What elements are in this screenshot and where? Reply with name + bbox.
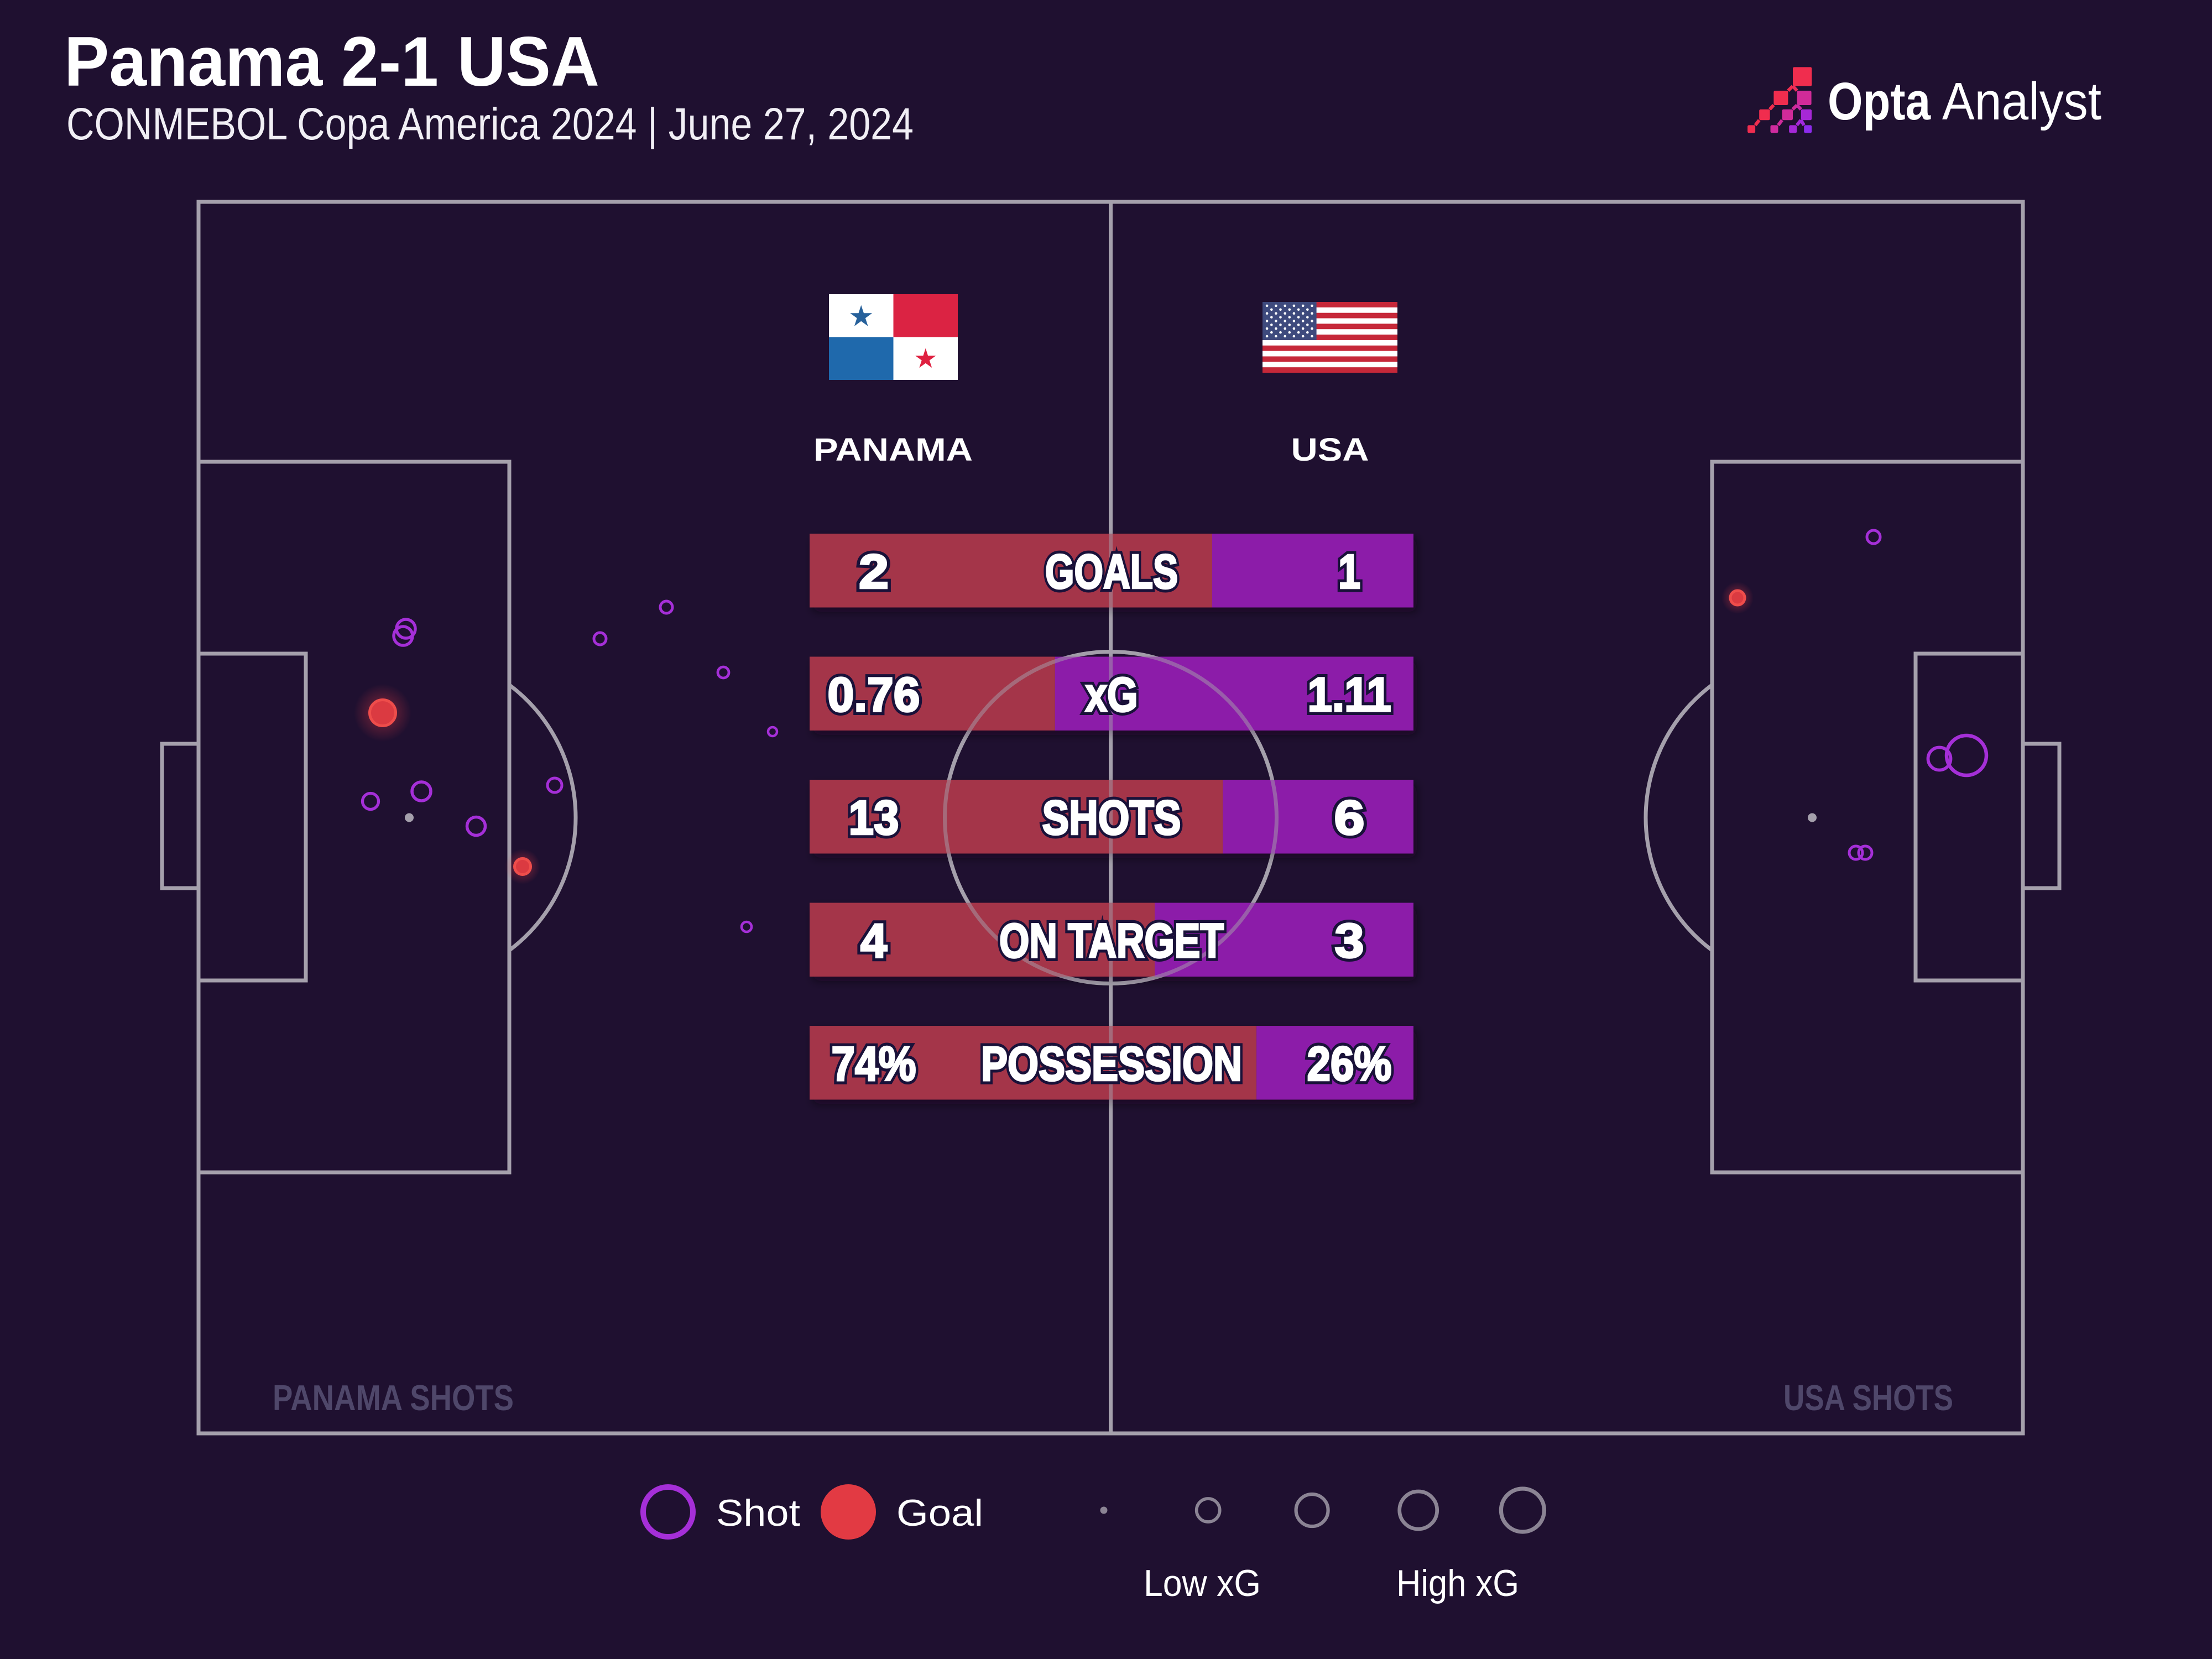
svg-text:0.76: 0.76	[828, 668, 920, 722]
svg-text:PANAMA SHOTS: PANAMA SHOTS	[273, 1378, 514, 1418]
svg-text:xG: xG	[1086, 668, 1138, 722]
svg-text:SHOTS: SHOTS	[1042, 791, 1181, 845]
svg-text:ON TARGET: ON TARGET	[999, 914, 1224, 968]
svg-text:6: 6	[1334, 791, 1365, 845]
svg-text:2: 2	[859, 545, 889, 599]
svg-text:POSSESSION: POSSESSION	[981, 1037, 1242, 1091]
svg-text:2: 2	[859, 545, 889, 599]
svg-text:1: 1	[1338, 545, 1360, 599]
svg-text:74%: 74%	[832, 1037, 916, 1091]
svg-text:4: 4	[860, 914, 887, 968]
svg-text:USA: USA	[1291, 432, 1369, 468]
svg-text:High xG: High xG	[1396, 1562, 1519, 1604]
svg-text:1: 1	[1338, 545, 1360, 599]
svg-text:13: 13	[849, 791, 899, 845]
svg-text:Low xG: Low xG	[1144, 1562, 1261, 1604]
svg-text:USA SHOTS: USA SHOTS	[1783, 1378, 1953, 1418]
svg-text:PANAMA: PANAMA	[813, 432, 973, 468]
svg-text:GOALS: GOALS	[1045, 545, 1178, 599]
svg-text:26%: 26%	[1307, 1037, 1392, 1091]
svg-text:1.11: 1.11	[1308, 668, 1391, 722]
svg-text:Opta: Opta	[1828, 72, 1931, 131]
svg-text:6: 6	[1334, 791, 1365, 845]
svg-text:13: 13	[849, 791, 899, 845]
svg-text:4: 4	[860, 914, 887, 968]
svg-text:3: 3	[1335, 914, 1364, 968]
svg-text:0.76: 0.76	[828, 668, 920, 722]
svg-text:3: 3	[1335, 914, 1364, 968]
svg-text:26%: 26%	[1307, 1037, 1392, 1091]
svg-text:GOALS: GOALS	[1045, 545, 1178, 599]
svg-text:Shot: Shot	[716, 1492, 800, 1534]
svg-text:POSSESSION: POSSESSION	[981, 1037, 1242, 1091]
svg-text:1.11: 1.11	[1308, 668, 1391, 722]
svg-text:Panama 2-1 USA: Panama 2-1 USA	[64, 22, 599, 101]
svg-text:ON TARGET: ON TARGET	[999, 914, 1224, 968]
svg-text:74%: 74%	[832, 1037, 916, 1091]
svg-text:Analyst: Analyst	[1942, 72, 2101, 131]
svg-text:SHOTS: SHOTS	[1042, 791, 1181, 845]
svg-text:CONMEBOL Copa America 2024 | J: CONMEBOL Copa America 2024 | June 27, 20…	[66, 99, 914, 149]
svg-text:xG: xG	[1086, 668, 1138, 722]
svg-text:Goal: Goal	[896, 1492, 983, 1534]
